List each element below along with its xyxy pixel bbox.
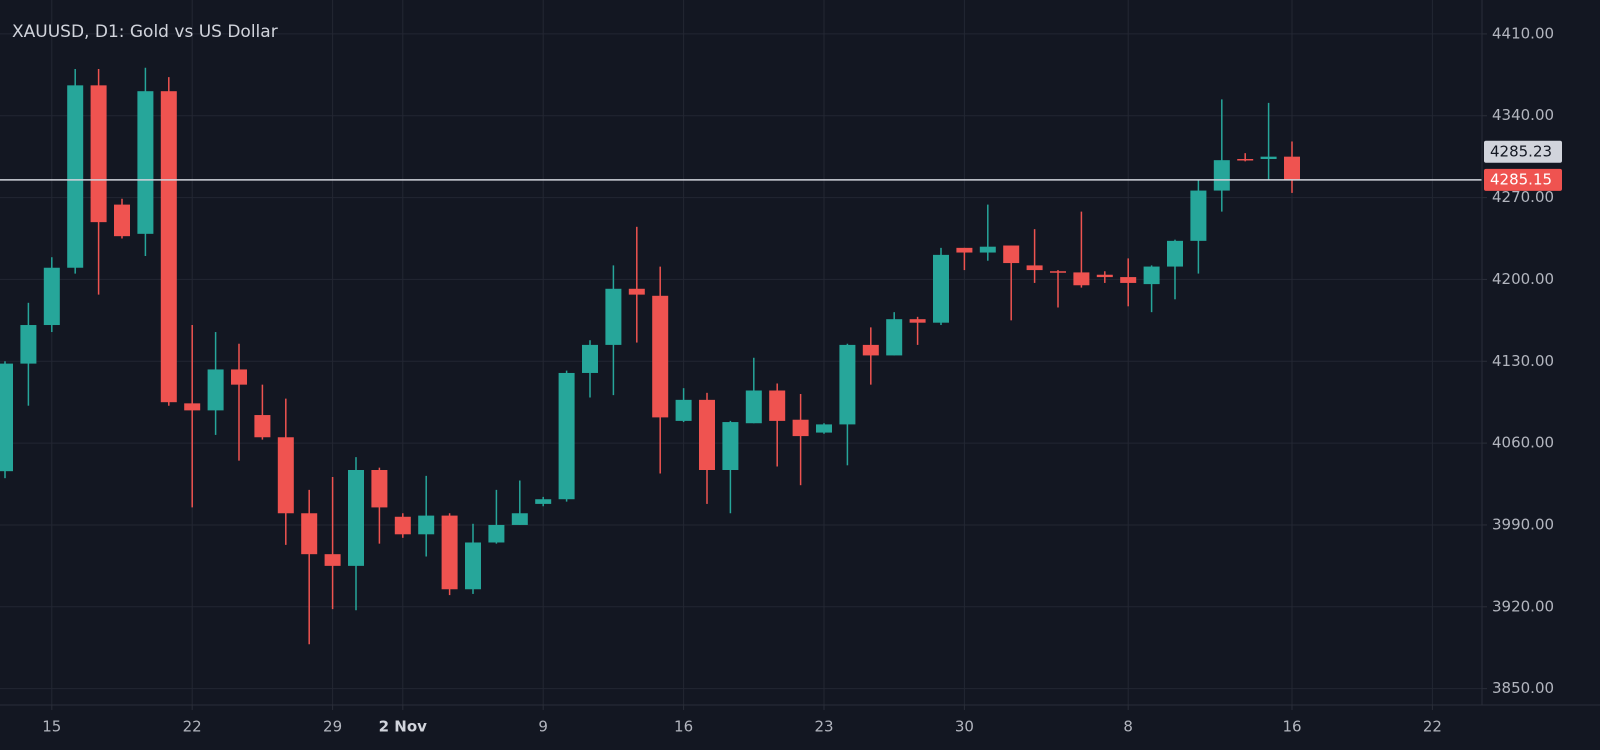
candle-body bbox=[1003, 245, 1020, 264]
x-tick-label: 16 bbox=[674, 718, 693, 736]
candle-body bbox=[956, 247, 973, 253]
candle-body bbox=[1026, 265, 1043, 271]
candle-body bbox=[722, 422, 739, 470]
candle-body bbox=[231, 369, 247, 385]
y-tick-label: 3990.00 bbox=[1492, 515, 1554, 533]
candle-body bbox=[979, 246, 996, 253]
candle-body bbox=[20, 325, 37, 364]
x-tick-label: 29 bbox=[323, 718, 342, 736]
x-tick-label: 9 bbox=[538, 718, 548, 736]
x-tick-label: 15 bbox=[42, 718, 61, 736]
candle-body bbox=[137, 91, 154, 234]
candle-body bbox=[184, 403, 201, 411]
candle-body bbox=[348, 470, 364, 566]
x-tick-label: 22 bbox=[183, 718, 202, 736]
y-tick-label: 4130.00 bbox=[1492, 352, 1554, 370]
candle-body bbox=[816, 424, 832, 433]
candle-body bbox=[909, 319, 926, 323]
candle-body bbox=[207, 369, 224, 411]
candle-body bbox=[605, 288, 622, 345]
x-tick-label: 16 bbox=[1282, 718, 1301, 736]
candle-body bbox=[488, 524, 505, 543]
candle-body bbox=[324, 554, 341, 566]
ask-price-box bbox=[1484, 140, 1562, 163]
x-tick-label: 2 Nov bbox=[379, 718, 428, 736]
y-tick-label: 3850.00 bbox=[1492, 679, 1554, 697]
candle-body bbox=[0, 363, 13, 472]
y-tick-label: 4270.00 bbox=[1492, 188, 1554, 206]
candle-body bbox=[792, 419, 809, 437]
candle-body bbox=[1120, 277, 1137, 283]
candle-body bbox=[1237, 159, 1254, 161]
x-tick-label: 22 bbox=[1423, 718, 1442, 736]
y-tick-label: 4200.00 bbox=[1492, 270, 1554, 288]
candle-body bbox=[254, 415, 271, 438]
candle-body bbox=[1073, 272, 1090, 286]
candle-body bbox=[67, 85, 84, 268]
y-tick-label: 4060.00 bbox=[1492, 434, 1554, 452]
candle-body bbox=[886, 319, 903, 356]
last-price-box bbox=[1484, 168, 1562, 191]
chart-title: XAUUSD, D1: Gold vs US Dollar bbox=[12, 22, 278, 42]
candle-body bbox=[628, 288, 645, 295]
candle-body bbox=[1167, 240, 1183, 267]
last-price-label: 4285.15 bbox=[1490, 170, 1552, 188]
ask-price-label: 4285.23 bbox=[1490, 142, 1552, 160]
candle-body bbox=[301, 513, 318, 555]
candle-body bbox=[839, 344, 856, 425]
candle-body bbox=[535, 499, 552, 504]
candle-body bbox=[1284, 156, 1300, 180]
candle-body bbox=[558, 372, 575, 500]
candle-body bbox=[511, 513, 528, 525]
candle-body bbox=[1096, 274, 1113, 278]
labels: 3850.00 3920.00 3990.00 4060.00 4130.00 4200.… bbox=[42, 24, 1562, 736]
candle-body bbox=[699, 399, 715, 470]
y-tick-label: 4340.00 bbox=[1492, 106, 1554, 124]
y-tick-label: 3920.00 bbox=[1492, 597, 1554, 615]
candle-body bbox=[652, 295, 669, 418]
candles bbox=[0, 67, 1482, 645]
candle-body bbox=[394, 516, 411, 535]
x-tick-label: 30 bbox=[955, 718, 974, 736]
candle-body bbox=[933, 254, 949, 323]
candle-body bbox=[1143, 266, 1160, 285]
candle-body bbox=[1050, 271, 1066, 273]
candle-body bbox=[582, 344, 598, 373]
candle-body bbox=[371, 470, 388, 508]
candle-body bbox=[1260, 156, 1277, 160]
candle-body bbox=[114, 204, 130, 237]
candle-body bbox=[675, 399, 692, 421]
candle-body bbox=[418, 515, 435, 535]
candle-body bbox=[1213, 160, 1230, 191]
y-tick-label: 4410.00 bbox=[1492, 24, 1554, 42]
candle-body bbox=[1190, 190, 1207, 241]
candle-body bbox=[745, 390, 762, 424]
candle-body bbox=[769, 390, 786, 421]
x-tick-label: 8 bbox=[1123, 718, 1133, 736]
candle-body bbox=[862, 344, 879, 356]
candle-body bbox=[90, 85, 107, 223]
candle-body bbox=[160, 91, 177, 403]
candle-body bbox=[441, 515, 458, 590]
candle-body bbox=[43, 267, 60, 326]
candle-body bbox=[465, 542, 481, 590]
x-tick-label: 23 bbox=[814, 718, 833, 736]
candle-body bbox=[277, 437, 294, 514]
